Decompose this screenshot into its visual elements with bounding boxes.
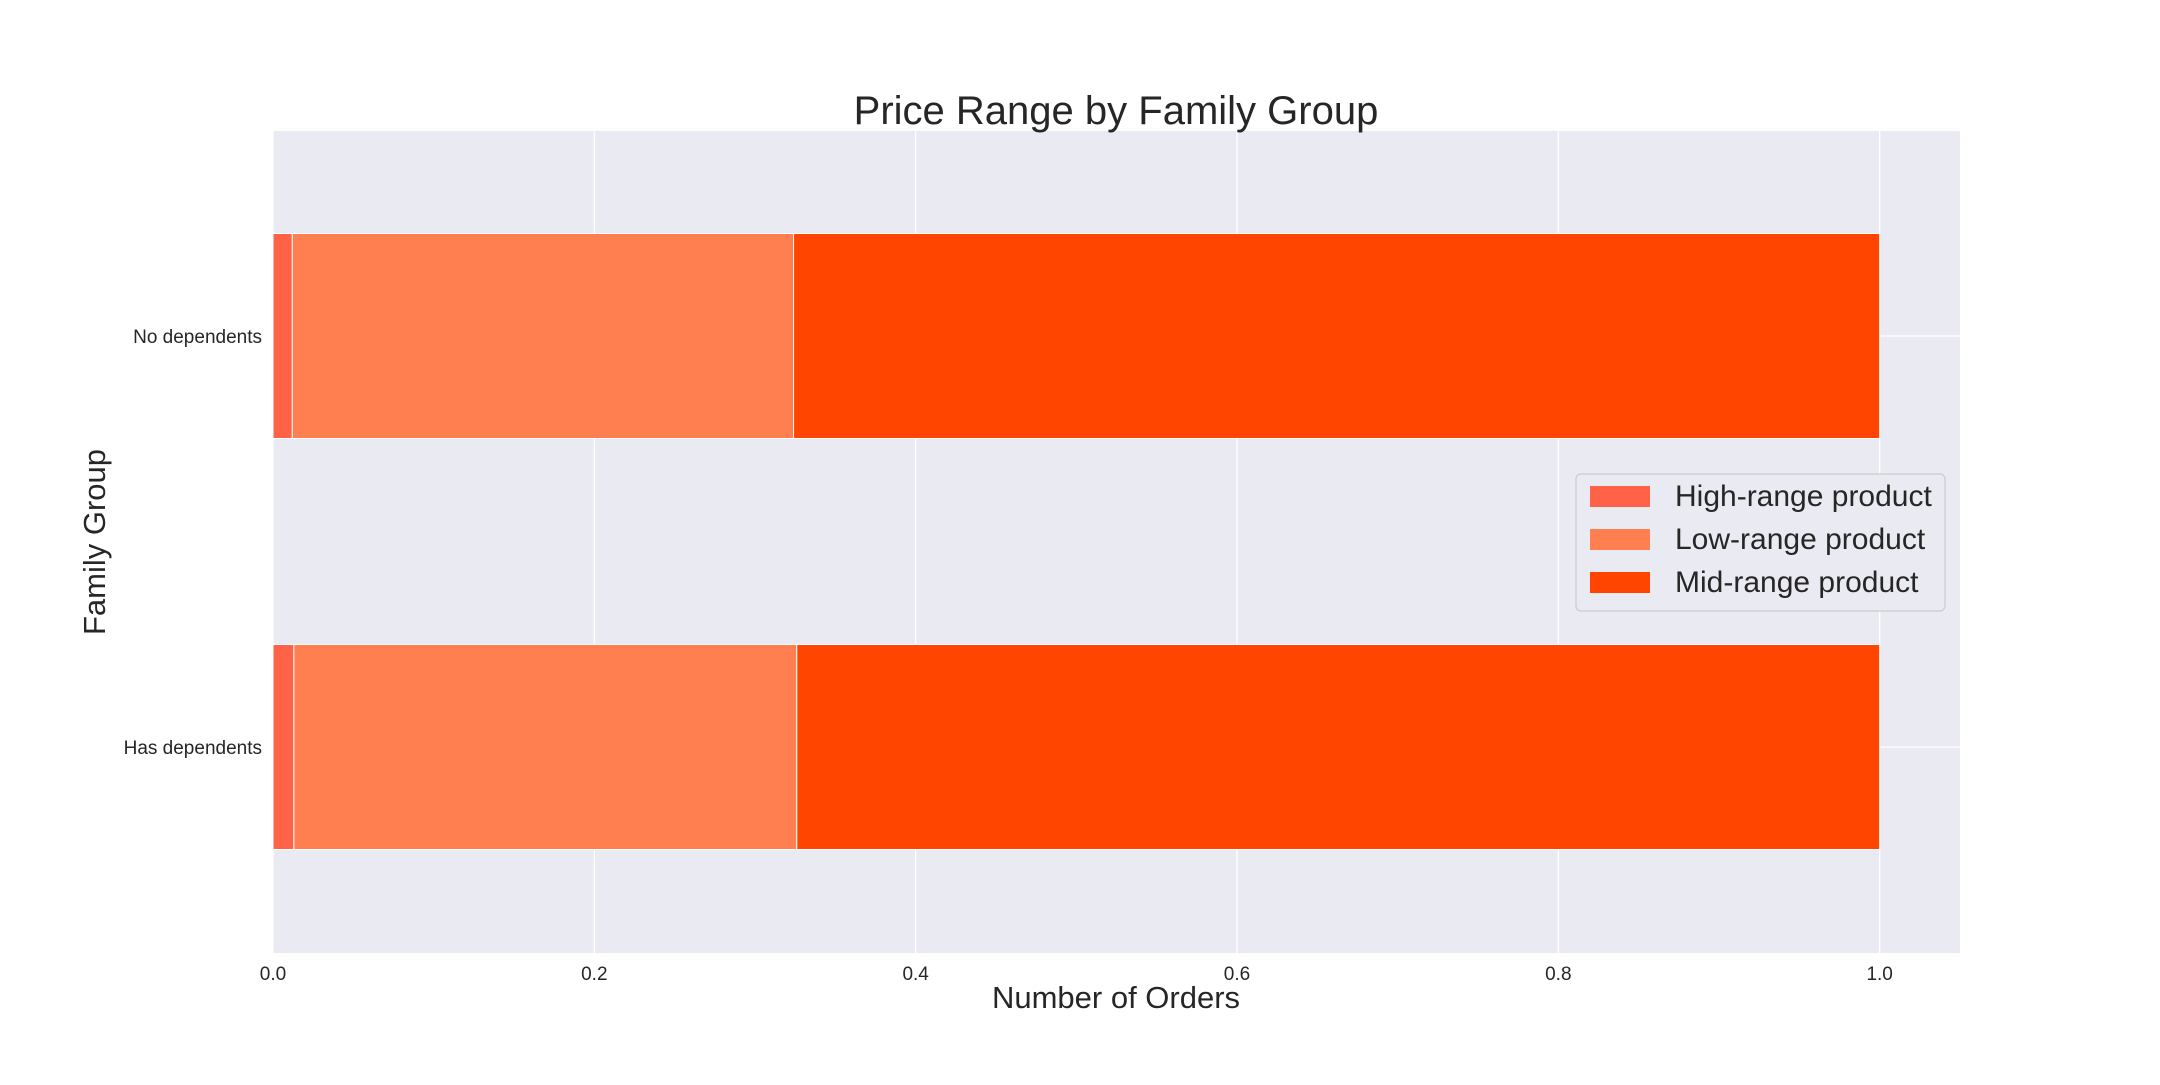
legend: High-range product Low-range product Mid-r…	[1575, 473, 1946, 612]
legend-swatch	[1590, 572, 1650, 593]
legend-label: Low-range product	[1675, 523, 1926, 556]
x-tick-label: 0.6	[1224, 964, 1250, 985]
bar-segment	[293, 644, 798, 850]
x-tick-labels: 0.0 0.2 0.4 0.6 0.8 1.0	[260, 964, 1893, 985]
y-tick-labels: Has dependents No dependents	[124, 327, 262, 759]
legend-label: Mid-range product	[1675, 566, 1919, 599]
y-tick-label: Has dependents	[124, 738, 262, 759]
bar-segment	[793, 233, 1881, 439]
legend-items: High-range product Low-range product Mid-r…	[1590, 480, 1932, 599]
x-tick-label: 0.0	[260, 964, 286, 985]
x-tick-label: 0.8	[1545, 964, 1571, 985]
x-tick-label: 0.4	[902, 964, 929, 985]
bars	[272, 233, 1881, 850]
x-tick-label: 0.2	[581, 964, 607, 985]
y-tick-label: No dependents	[133, 327, 262, 348]
legend-frame	[1575, 473, 1946, 612]
x-axis-label: Number of Orders	[992, 980, 1240, 1015]
bar-segment	[272, 644, 295, 850]
legend-label: High-range product	[1675, 480, 1932, 513]
bar-segment	[796, 644, 1881, 850]
y-axis-label: Family Group	[77, 449, 112, 635]
chart-title: Price Range by Family Group	[854, 89, 1379, 133]
legend-swatch	[1590, 486, 1650, 507]
bar-segment	[272, 233, 293, 439]
bar-segment	[291, 233, 795, 439]
legend-swatch	[1590, 529, 1650, 550]
x-tick-label: 1.0	[1866, 964, 1892, 985]
